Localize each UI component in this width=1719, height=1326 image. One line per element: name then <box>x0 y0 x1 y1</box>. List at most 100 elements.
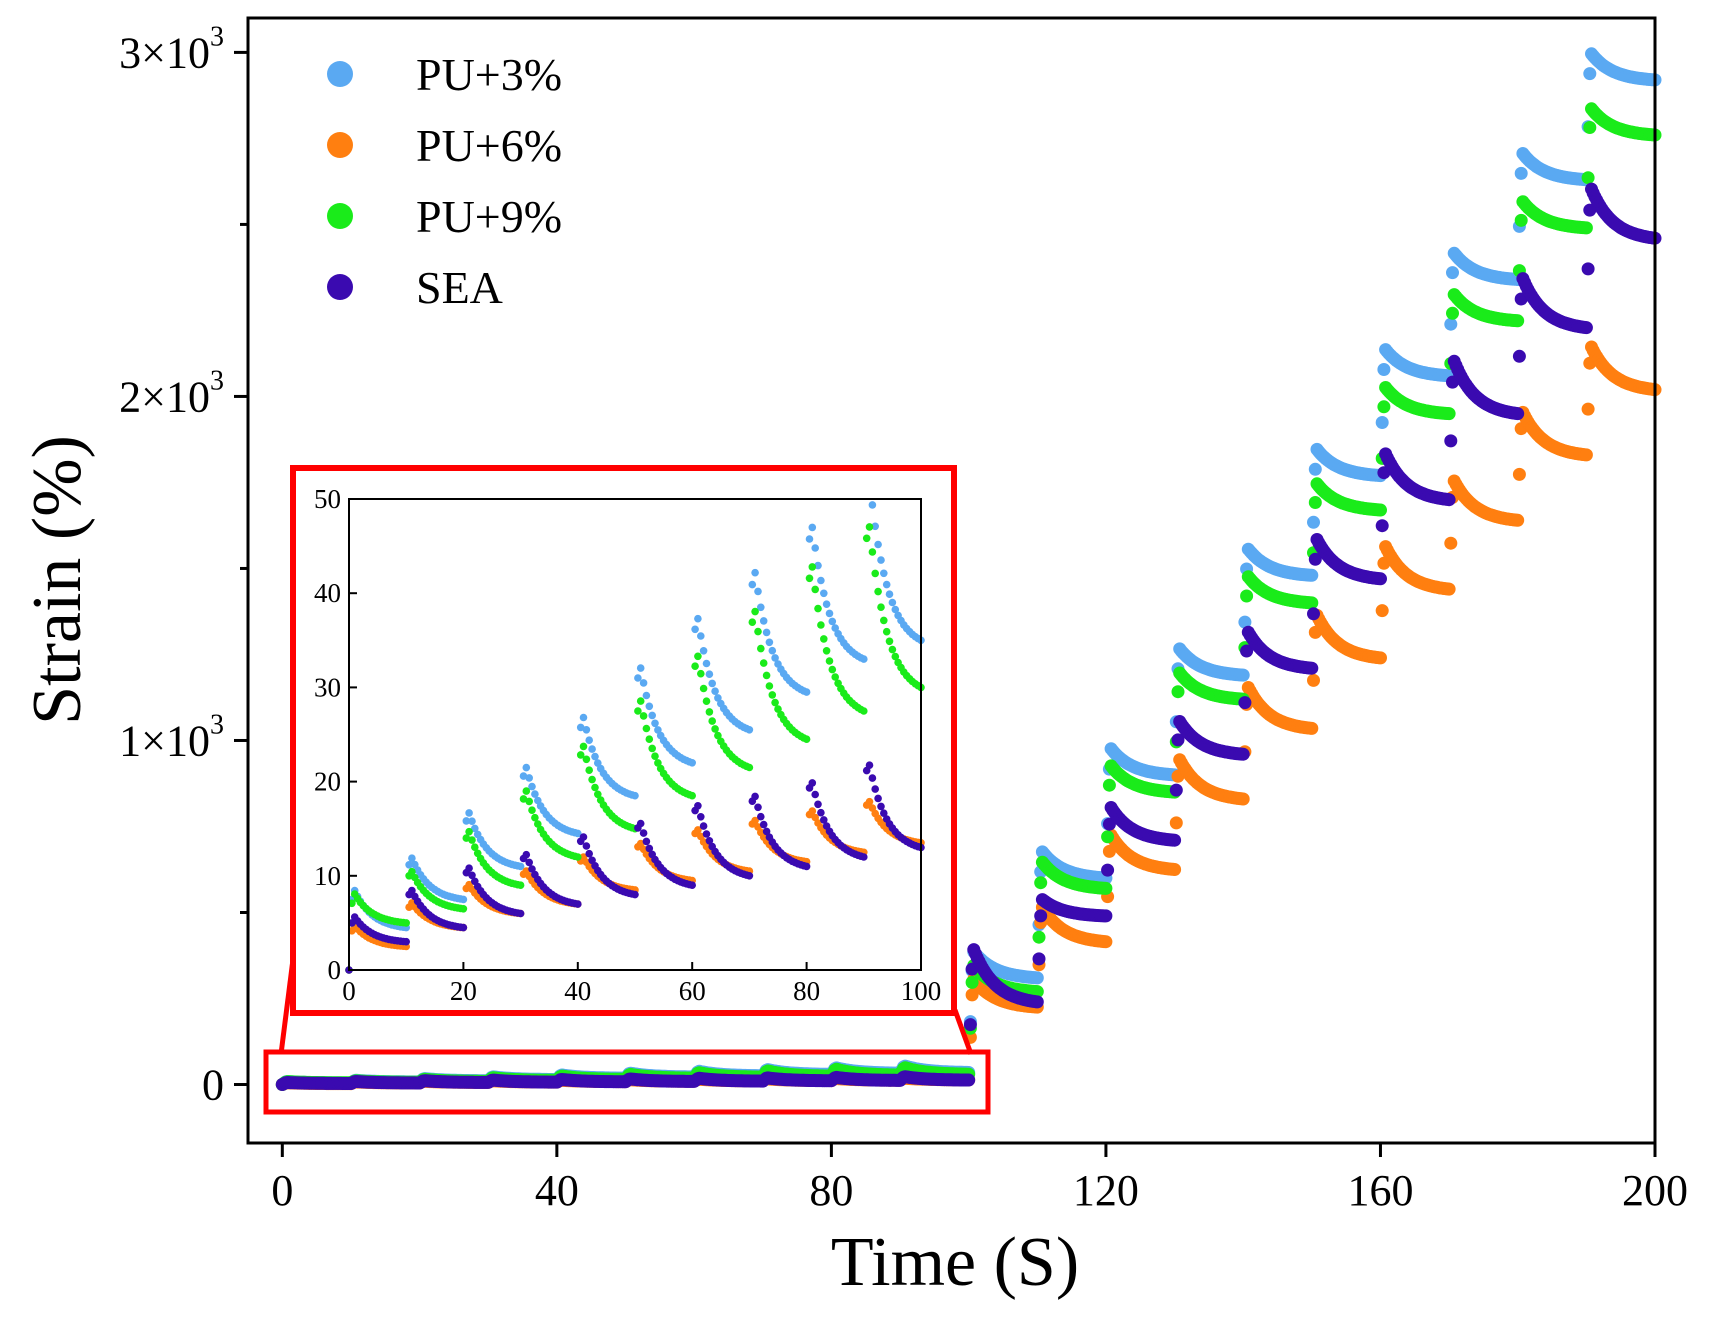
inset-frame <box>290 465 957 1016</box>
inset-data-point <box>822 647 831 655</box>
data-point <box>1511 407 1525 421</box>
data-point <box>1034 909 1048 923</box>
legend: PU+3% PU+6% PU+9% SEA <box>327 49 562 313</box>
plot-frame <box>246 16 1657 1145</box>
data-point <box>1512 467 1526 481</box>
y-tick-label: 3×103 <box>119 21 224 77</box>
data-point <box>965 988 979 1002</box>
inset-data-point <box>591 752 599 761</box>
x-tick-label: 40 <box>535 1166 579 1215</box>
inset-data-point <box>802 688 811 696</box>
inset-data-point <box>636 697 645 705</box>
inset-data-point <box>868 774 877 782</box>
inset-data-point <box>880 809 888 817</box>
data-point <box>1375 519 1389 533</box>
inset-data-point <box>594 790 602 799</box>
legend-label: PU+3% <box>416 49 562 100</box>
inset-data-point <box>576 723 585 732</box>
inset-data-point <box>585 766 593 774</box>
inset-data-point <box>636 839 645 848</box>
inset-data-point <box>802 862 811 871</box>
inset-data-point <box>754 803 762 812</box>
data-point <box>1240 589 1254 603</box>
data-point <box>1442 493 1456 507</box>
inset-data-point <box>645 735 654 743</box>
legend-label: SEA <box>416 262 503 313</box>
inset-data-point <box>820 816 828 824</box>
inset-data-point <box>691 625 699 634</box>
data-point <box>1579 448 1593 462</box>
inset-data-point <box>579 833 588 841</box>
inset-data-point <box>880 569 888 578</box>
inset-data-point <box>762 827 771 836</box>
inset-data-point <box>814 561 822 570</box>
data-point <box>1514 166 1528 180</box>
inset-data-point <box>471 843 479 851</box>
inset-data-point <box>751 607 759 616</box>
inset-data-point <box>891 605 900 614</box>
data-point <box>1446 266 1459 280</box>
inset-data-point <box>651 719 659 728</box>
inset-data-point <box>748 580 757 589</box>
inset-data-point <box>888 645 897 654</box>
legend-label: PU+6% <box>416 120 562 171</box>
data-point <box>1238 615 1252 629</box>
inset-data-point <box>697 813 705 821</box>
inset-data-point <box>408 886 416 895</box>
inset-data-point <box>711 687 719 695</box>
data-point <box>1512 349 1526 363</box>
inset-data-point <box>871 569 879 578</box>
inset-y-tick-label: 20 <box>314 767 341 797</box>
inset-data-point <box>714 731 722 740</box>
inset-y-tick-label: 50 <box>314 484 341 514</box>
inset-data-point <box>642 837 651 846</box>
inset-data-point <box>579 713 588 722</box>
inset-y-tick-label: 30 <box>314 672 341 702</box>
inset-data-point <box>825 657 834 665</box>
inset-data-point <box>525 774 533 782</box>
data-point <box>1171 685 1185 699</box>
inset-data-point <box>634 674 642 682</box>
inset-data-point <box>817 808 825 817</box>
data-point <box>1238 696 1252 710</box>
inset-data-point <box>802 735 811 743</box>
inset-data-point <box>588 745 596 753</box>
inset-data-point <box>765 682 774 690</box>
inset-data-point <box>468 836 476 844</box>
inset-data-point <box>757 603 765 612</box>
inset-data-point <box>642 691 651 700</box>
inset-x-tick-label: 0 <box>342 976 356 1006</box>
zoom-connector-right <box>952 1009 974 1055</box>
data-point <box>1442 582 1456 596</box>
inset-data-point <box>831 624 839 632</box>
inset-data-point <box>754 587 762 596</box>
data-point <box>1236 747 1250 761</box>
inset-data-point <box>516 909 525 918</box>
inset-data-point <box>531 813 539 822</box>
legend-marker <box>327 132 353 158</box>
data-point <box>1446 306 1459 320</box>
legend-marker <box>327 61 353 87</box>
data-point <box>1374 572 1387 586</box>
inset-data-point <box>459 895 468 904</box>
data-point <box>1377 363 1391 376</box>
data-point <box>1168 863 1182 876</box>
data-point <box>1444 536 1458 550</box>
inset-x-tick-label: 100 <box>901 976 942 1006</box>
inset-data-point <box>860 707 868 715</box>
x-axis-title: Time (S) <box>831 1224 1079 1301</box>
inset-data-point <box>865 523 874 531</box>
inset-data-point <box>757 812 765 821</box>
data-point <box>1030 985 1044 999</box>
inset-data-point <box>759 659 768 667</box>
data-point <box>1374 651 1387 665</box>
inset-data-point <box>688 759 696 767</box>
data-point <box>1579 321 1593 335</box>
inset-data-point <box>694 614 702 623</box>
inset-data-point <box>585 736 593 744</box>
data-point <box>1375 416 1389 429</box>
data-point <box>1583 67 1597 81</box>
inset-data-point <box>705 837 714 845</box>
inset-data-point <box>408 867 416 876</box>
data-point <box>1307 515 1320 529</box>
